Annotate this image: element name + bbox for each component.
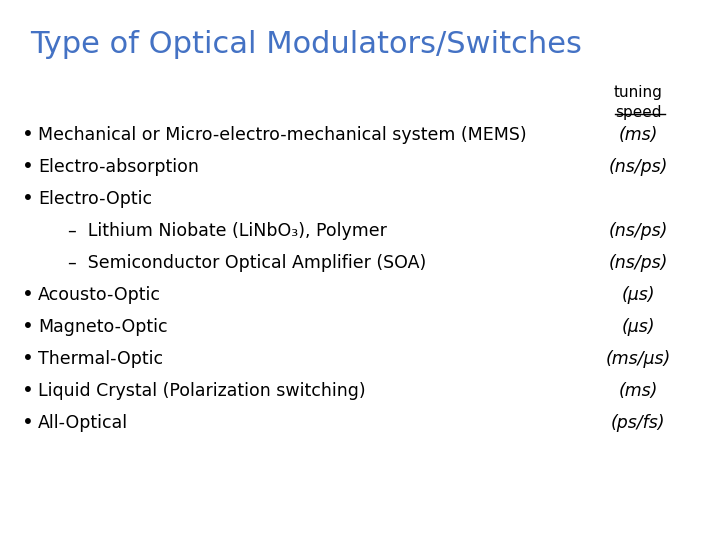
Text: (ns/ps): (ns/ps)	[608, 222, 667, 240]
Text: (μs): (μs)	[621, 318, 654, 336]
Text: Mechanical or Micro-electro-mechanical system (MEMS): Mechanical or Micro-electro-mechanical s…	[38, 126, 526, 144]
Text: (ms): (ms)	[618, 126, 657, 144]
Text: Electro-Optic: Electro-Optic	[38, 190, 152, 208]
Text: •: •	[22, 286, 34, 305]
Text: (ns/ps): (ns/ps)	[608, 254, 667, 272]
Text: speed: speed	[615, 105, 661, 120]
Text: tuning: tuning	[613, 85, 662, 100]
Text: •: •	[22, 381, 34, 401]
Text: •: •	[22, 190, 34, 208]
Text: Liquid Crystal (Polarization switching): Liquid Crystal (Polarization switching)	[38, 382, 366, 400]
Text: (μs): (μs)	[621, 286, 654, 304]
Text: (ms): (ms)	[618, 382, 657, 400]
Text: •: •	[22, 414, 34, 433]
Text: Thermal-Optic: Thermal-Optic	[38, 350, 163, 368]
Text: •: •	[22, 318, 34, 336]
Text: Acousto-Optic: Acousto-Optic	[38, 286, 161, 304]
Text: Magneto-Optic: Magneto-Optic	[38, 318, 168, 336]
Text: •: •	[22, 349, 34, 368]
Text: •: •	[22, 158, 34, 177]
Text: •: •	[22, 125, 34, 145]
Text: All-Optical: All-Optical	[38, 414, 128, 432]
Text: (ms/μs): (ms/μs)	[606, 350, 670, 368]
Text: (ns/ps): (ns/ps)	[608, 158, 667, 176]
Text: Electro-absorption: Electro-absorption	[38, 158, 199, 176]
Text: (ps/fs): (ps/fs)	[611, 414, 665, 432]
Text: Type of Optical Modulators/Switches: Type of Optical Modulators/Switches	[30, 30, 582, 59]
Text: –  Lithium Niobate (LiNbO₃), Polymer: – Lithium Niobate (LiNbO₃), Polymer	[68, 222, 387, 240]
Text: –  Semiconductor Optical Amplifier (SOA): – Semiconductor Optical Amplifier (SOA)	[68, 254, 426, 272]
